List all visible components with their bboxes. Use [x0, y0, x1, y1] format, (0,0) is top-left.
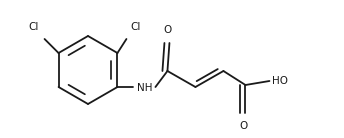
Text: HO: HO	[272, 76, 289, 86]
Text: Cl: Cl	[28, 22, 39, 32]
Text: Cl: Cl	[130, 22, 141, 32]
Text: O: O	[163, 25, 172, 35]
Text: NH: NH	[138, 83, 153, 93]
Text: O: O	[239, 121, 248, 131]
